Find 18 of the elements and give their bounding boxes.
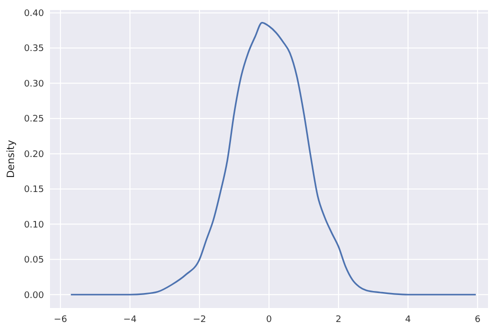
y-tick-label: 0.25 [24, 114, 44, 125]
y-tick-label: 0.10 [24, 220, 44, 230]
y-tick-label: 0.40 [24, 8, 44, 19]
y-axis-title: Density [6, 140, 17, 178]
y-tick-label: 0.00 [24, 290, 44, 301]
y-tick-label: 0.15 [24, 185, 44, 196]
y-tick-label: 0.05 [24, 256, 44, 266]
x-tick-label: 4 [405, 315, 412, 325]
x-tick-label: −2 [192, 315, 206, 325]
x-tick-label: −6 [54, 315, 68, 325]
y-tick-label: 0.20 [24, 150, 44, 160]
y-tick-label: 0.30 [24, 79, 44, 90]
x-tick-label: 2 [336, 315, 342, 325]
line-series [70, 22, 477, 296]
x-tick-label: −4 [123, 315, 137, 325]
y-tick-label: 0.35 [24, 44, 44, 54]
x-tick-label: 6 [474, 315, 481, 325]
x-tick-label: 0 [266, 315, 272, 325]
